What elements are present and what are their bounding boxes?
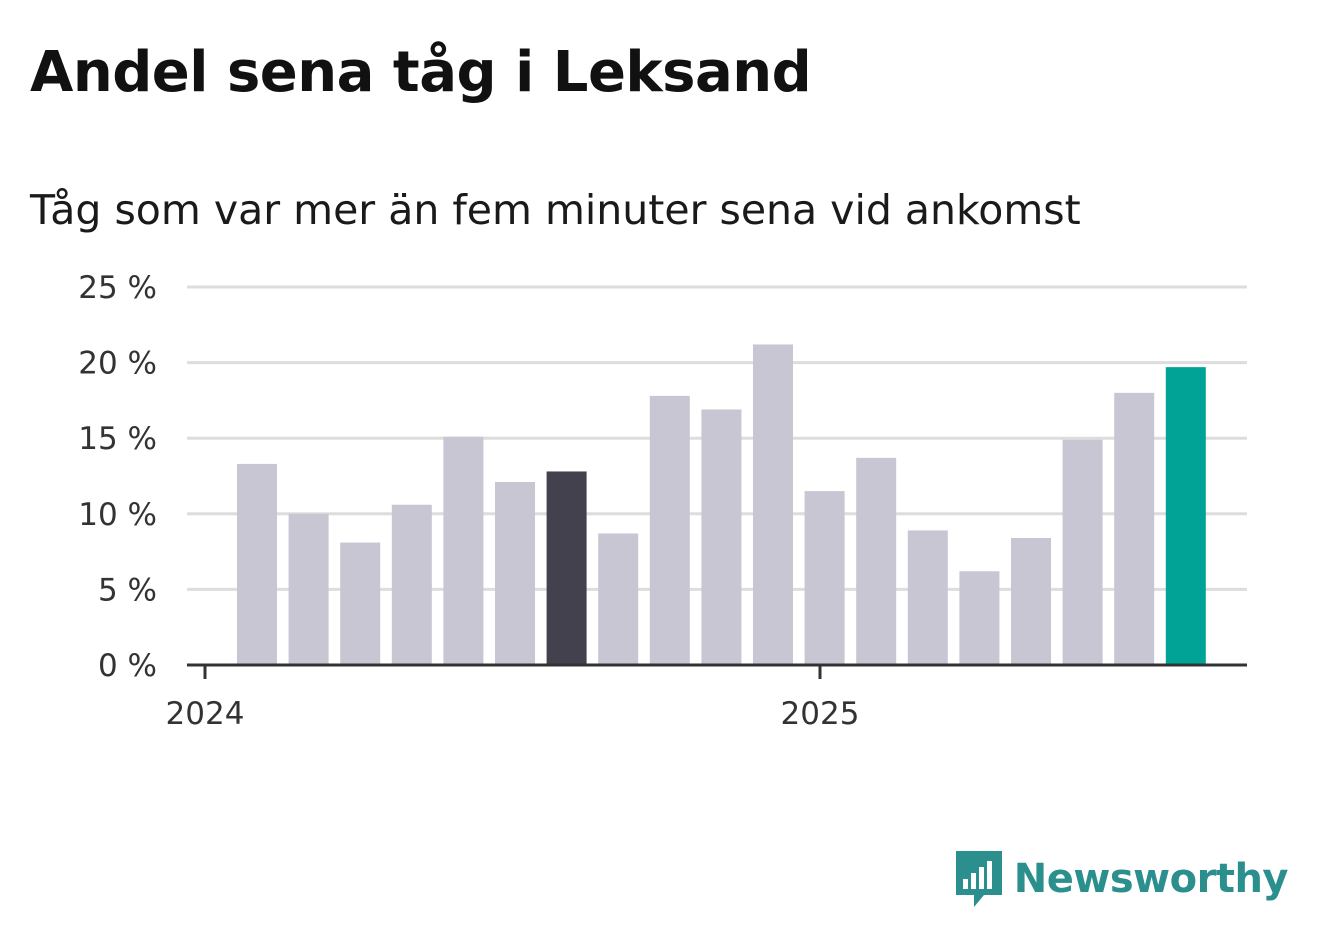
- bar: [1165, 367, 1206, 665]
- y-tick-label: 20 %: [78, 346, 157, 382]
- y-tick-label: 10 %: [78, 497, 157, 533]
- bar: [391, 504, 432, 665]
- bar: [443, 436, 484, 665]
- y-axis-ticks: 0 % 5 % 10 % 15 % 20 % 25 %: [78, 270, 157, 684]
- bar: [340, 542, 381, 665]
- bar-chart-speech-bubble-icon: [955, 851, 1002, 907]
- bar: [753, 344, 793, 665]
- y-tick-label: 0 %: [98, 648, 157, 684]
- bar: [495, 482, 535, 665]
- y-tick-label: 15 %: [78, 421, 157, 457]
- bar: [804, 491, 845, 665]
- x-tick-label: 2025: [781, 696, 860, 732]
- y-tick-label: 25 %: [78, 270, 157, 306]
- bar: [288, 513, 329, 665]
- bars: [237, 344, 1206, 665]
- bar: [649, 395, 690, 665]
- bar: [1062, 439, 1103, 665]
- bar: [546, 471, 587, 665]
- chart-title: Andel sena tåg i Leksand: [30, 40, 812, 105]
- brand-logo: Newsworthy: [954, 849, 1289, 909]
- bar: [598, 533, 639, 665]
- x-axis-ticks: 2024 2025: [166, 665, 860, 732]
- bar-chart: 0 % 5 % 10 % 15 % 20 % 25 % 2024 2025: [78, 270, 1247, 732]
- bar: [907, 530, 948, 665]
- y-tick-label: 5 %: [98, 572, 157, 608]
- bar: [701, 409, 742, 665]
- bar: [237, 463, 277, 665]
- bar: [959, 571, 1000, 665]
- brand-name: Newsworthy: [1013, 856, 1289, 902]
- chart-subtitle: Tåg som var mer än fem minuter sena vid …: [30, 186, 1081, 234]
- x-tick-label: 2024: [166, 696, 245, 732]
- bar: [856, 457, 897, 665]
- bar: [1114, 392, 1155, 665]
- bar: [1011, 537, 1051, 665]
